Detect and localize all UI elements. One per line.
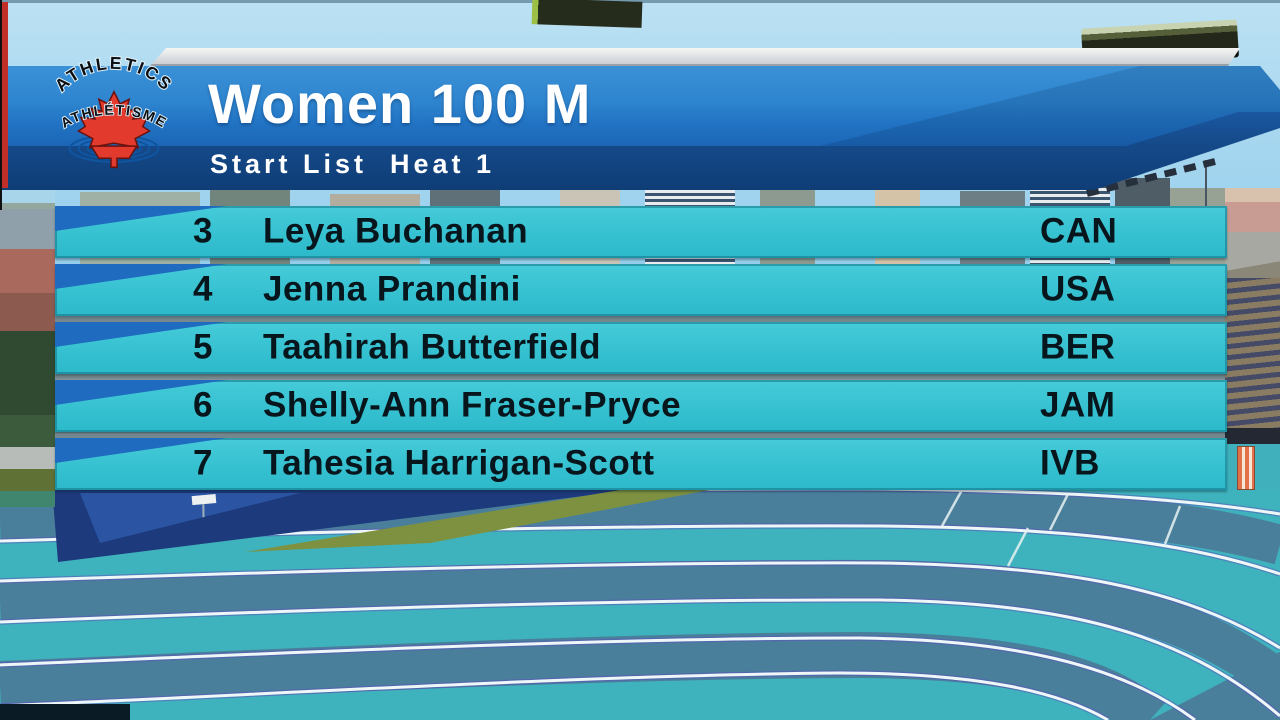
start-list-row: 5 Taahirah Butterfield BER xyxy=(55,322,1227,374)
tower-building xyxy=(1225,188,1280,232)
lane-number: 5 xyxy=(193,327,213,367)
floodlight-icon xyxy=(1163,167,1178,178)
country-code: IVB xyxy=(1040,443,1100,483)
logo-arc-top-text: ATHLETICS xyxy=(50,52,176,97)
country-code: JAM xyxy=(1040,385,1116,425)
header-silver-strip xyxy=(150,48,1240,66)
striped-banner xyxy=(1237,446,1255,490)
athletics-canada-logo: ATHLETICS ATHLÉTISME xyxy=(50,52,178,169)
floodlight-row xyxy=(1085,148,1245,218)
floodlight-icon xyxy=(1183,162,1197,173)
svg-text:ATHLETICS: ATHLETICS xyxy=(51,53,178,95)
lane-number: 6 xyxy=(193,385,213,425)
start-list-row: 4 Jenna Prandini USA xyxy=(55,264,1227,316)
start-list-row: 3 Leya Buchanan CAN xyxy=(55,206,1227,258)
frame-edge-red xyxy=(2,2,8,188)
start-list-row: 7 Tahesia Harrigan-Scott IVB xyxy=(55,438,1227,490)
bleachers xyxy=(1225,278,1280,428)
event-subtitle: Start List Heat 1 xyxy=(210,149,496,179)
event-title: Women 100 M xyxy=(208,72,592,135)
grandstand xyxy=(1225,188,1280,490)
lane-number: 4 xyxy=(193,269,213,309)
grandstand-tunnel xyxy=(1225,428,1280,444)
infield-sign xyxy=(191,494,217,518)
grandstand-roof xyxy=(1225,232,1280,278)
maple-leaf-icon xyxy=(77,90,151,169)
floodlight-icon xyxy=(1202,158,1216,168)
country-code: BER xyxy=(1040,327,1116,367)
header-title-bar xyxy=(0,66,1280,146)
athlete-name: Shelly-Ann Fraser-Pryce xyxy=(263,385,682,425)
light-pole xyxy=(1205,160,1207,210)
corner-shadow xyxy=(0,704,130,720)
athlete-name: Leya Buchanan xyxy=(263,211,529,251)
frame-edge xyxy=(0,0,2,210)
country-code: CAN xyxy=(1040,211,1118,251)
athlete-name: Tahesia Harrigan-Scott xyxy=(263,443,655,483)
left-buildings-trees xyxy=(0,185,55,507)
athlete-name: Jenna Prandini xyxy=(263,269,521,309)
athlete-name: Taahirah Butterfield xyxy=(263,327,602,367)
camera-structure xyxy=(531,0,643,28)
lane-number: 7 xyxy=(193,443,213,483)
floodlight-icon xyxy=(1144,172,1158,183)
lane-number: 3 xyxy=(193,211,213,251)
start-list-row: 6 Shelly-Ann Fraser-Pryce JAM xyxy=(55,380,1227,432)
country-code: USA xyxy=(1040,269,1116,309)
grass-wedge xyxy=(245,485,725,552)
